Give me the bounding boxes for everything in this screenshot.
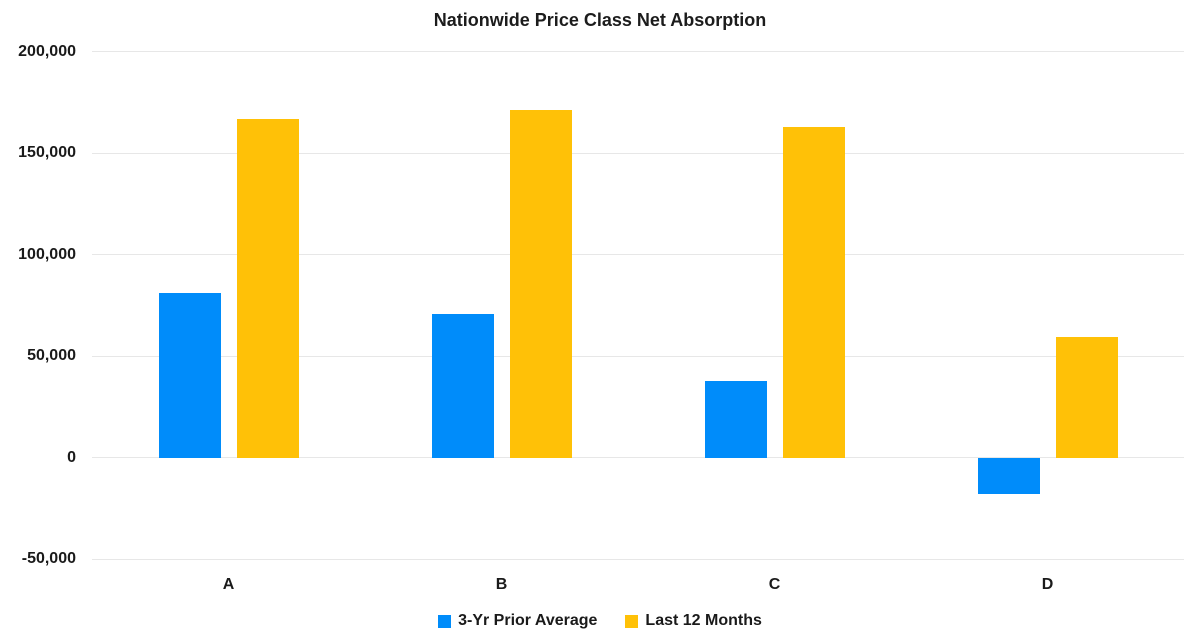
- gridline-50-000: [92, 558, 1184, 560]
- y-axis-tick-label: 0: [67, 448, 76, 466]
- gridline-150-000: [92, 152, 1184, 154]
- y-axis-tick-label: 50,000: [27, 347, 76, 365]
- legend-item-3-yr-prior-average: 3-Yr Prior Average: [438, 612, 597, 630]
- y-axis-tick-label: 200,000: [18, 42, 76, 60]
- bar-3-yr-prior-average-d: [977, 457, 1040, 495]
- legend-item-last-12-months: Last 12 Months: [625, 612, 762, 630]
- y-axis-tick-label: 100,000: [18, 245, 76, 263]
- legend: 3-Yr Prior Average Last 12 Months: [0, 607, 1200, 635]
- bar-last-12-months-d: [1055, 336, 1118, 458]
- gridline-50-000: [92, 355, 1184, 357]
- legend-label-3-yr-prior-average: 3-Yr Prior Average: [458, 612, 598, 629]
- bar-3-yr-prior-average-c: [704, 380, 767, 458]
- legend-label-last-12-months: Last 12 Months: [645, 612, 762, 629]
- bar-last-12-months-b: [509, 110, 572, 458]
- x-axis-label-c: C: [768, 576, 781, 593]
- chart-title: Nationwide Price Class Net Absorption: [433, 10, 767, 30]
- legend-swatch-blue-icon: [438, 614, 452, 628]
- x-axis-label-a: A: [222, 576, 235, 593]
- y-axis-tick-label: 150,000: [18, 144, 76, 162]
- bar-last-12-months-c: [782, 126, 845, 458]
- gridline-0: [92, 457, 1184, 459]
- gridline-200-000: [92, 51, 1184, 52]
- bar-last-12-months-a: [236, 118, 299, 458]
- gridline-100-000: [92, 254, 1184, 256]
- bar-3-yr-prior-average-a: [158, 293, 221, 458]
- bar-3-yr-prior-average-b: [431, 313, 494, 458]
- y-axis-tick-label: -50,000: [21, 550, 76, 568]
- x-axis-label-b: B: [495, 576, 508, 593]
- legend-swatch-yellow-icon: [625, 614, 639, 628]
- x-axis-label-d: D: [1041, 576, 1054, 593]
